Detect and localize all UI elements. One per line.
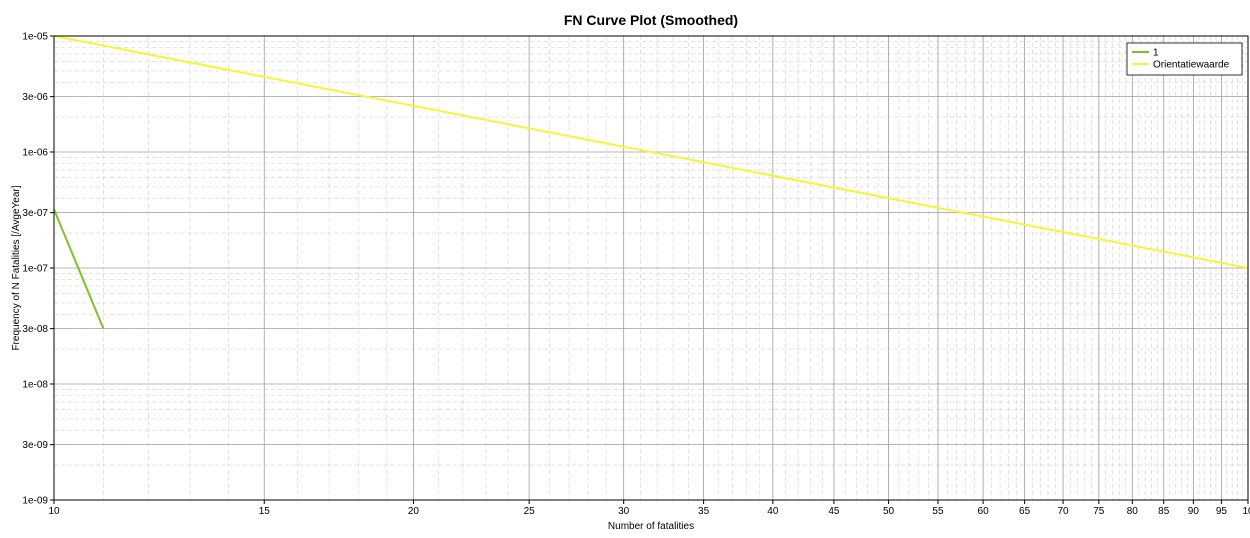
series-layer bbox=[53, 35, 1249, 330]
x-axis-ticks: 10 15 20 25 30 35 40 45 50 55 60 65 70 75 80 85 90 95 10 bbox=[48, 500, 1250, 517]
x-tick-label: 25 bbox=[524, 506, 536, 517]
x-axis-label: Number of fatalities bbox=[608, 521, 694, 532]
x-tick-label: 90 bbox=[1188, 506, 1200, 517]
y-tick-label: 1e-07 bbox=[22, 264, 48, 275]
x-tick-label: 40 bbox=[767, 506, 779, 517]
y-tick-label: 3e-06 bbox=[22, 92, 48, 103]
series-line bbox=[53, 209, 105, 330]
x-tick-label: 65 bbox=[1019, 506, 1031, 517]
x-tick-label: 45 bbox=[828, 506, 840, 517]
y-tick-label: 3e-09 bbox=[22, 440, 48, 451]
x-tick-label: 20 bbox=[408, 506, 420, 517]
x-tick-label: 30 bbox=[618, 506, 630, 517]
x-tick-label: 60 bbox=[978, 506, 990, 517]
x-tick-label: 35 bbox=[698, 506, 710, 517]
x-tick-label: 55 bbox=[932, 506, 944, 517]
x-tick-label: 95 bbox=[1216, 506, 1228, 517]
x-tick-label: 50 bbox=[883, 506, 895, 517]
y-tick-label: 3e-07 bbox=[22, 208, 48, 219]
x-tick-label: 15 bbox=[259, 506, 271, 517]
x-tick-label: 85 bbox=[1158, 506, 1170, 517]
x-tick-label: 75 bbox=[1093, 506, 1105, 517]
legend-entry: 1 bbox=[1153, 48, 1159, 59]
legend-entry: Orientatiewaarde bbox=[1153, 60, 1230, 71]
x-tick-label: 70 bbox=[1057, 506, 1069, 517]
chart-title: FN Curve Plot (Smoothed) bbox=[564, 12, 738, 28]
x-tick-label: 10 bbox=[1242, 506, 1250, 517]
y-axis-ticks: 1e-09 3e-09 1e-08 3e-08 1e-07 3e-07 1e-06 3e-06… bbox=[22, 32, 54, 507]
y-tick-label: 1e-09 bbox=[22, 496, 48, 507]
y-axis-label: Frequency of N Fatalities [/AvgeYear] bbox=[11, 185, 22, 350]
series-line bbox=[53, 35, 1249, 269]
y-tick-label: 1e-06 bbox=[22, 148, 48, 159]
y-tick-label: 3e-08 bbox=[22, 324, 48, 335]
legend-box bbox=[1126, 42, 1243, 76]
y-tick-label: 1e-08 bbox=[22, 380, 48, 391]
x-tick-label: 10 bbox=[48, 506, 60, 517]
x-tick-label: 80 bbox=[1127, 506, 1139, 517]
y-tick-label: 1e-05 bbox=[22, 32, 48, 43]
